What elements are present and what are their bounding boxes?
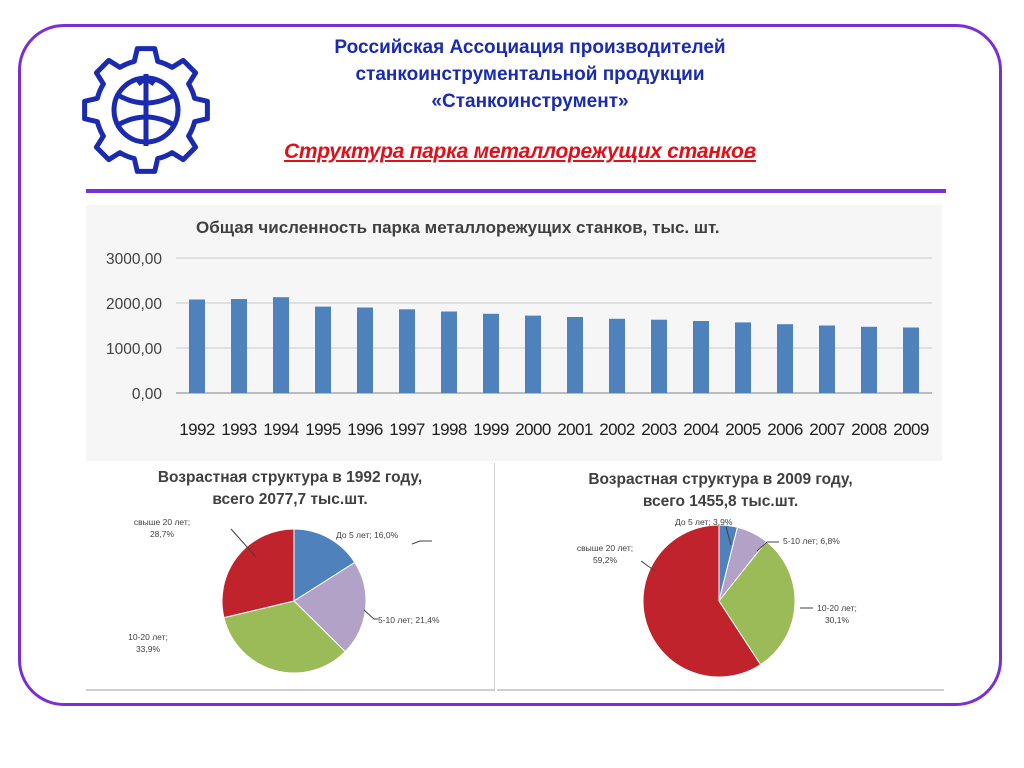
- slide-subtitle: Структура парка металлорежущих станков: [284, 140, 756, 163]
- organization-name: Российская Ассоциация производителей ста…: [240, 34, 820, 115]
- x-tick-label-1998: 1998: [431, 420, 467, 439]
- bar-2004: [693, 321, 709, 393]
- pie-2009-title-line1: Возрастная структура в 2009 году,: [588, 471, 853, 488]
- leader-line: [725, 526, 732, 546]
- pie-1992-label-over20: свыше 20 лет;: [134, 517, 190, 527]
- y-tick-label: 2000,00: [106, 296, 162, 313]
- x-tick-label-2005: 2005: [725, 420, 761, 439]
- bar-2001: [567, 317, 583, 393]
- pie-1992-slice-2: [223, 600, 346, 674]
- x-tick-label-2000: 2000: [515, 420, 551, 439]
- pie-1992-slice-3: [221, 528, 295, 619]
- bar-2007: [819, 325, 835, 393]
- pie-1992-label-5-10: 5-10 лет; 21,4%: [378, 615, 440, 625]
- pie-2009-label-10-20: 10-20 лет;: [817, 603, 857, 613]
- x-tick-label-1997: 1997: [389, 420, 425, 439]
- x-tick-label-2004: 2004: [683, 420, 719, 439]
- pie-1992-title: Возрастная структура в 1992 году, всего …: [86, 467, 494, 511]
- bar-1994: [273, 297, 289, 393]
- leader-line: [640, 560, 656, 572]
- pie-2009-label-under5: До 5 лет; 3,9%: [675, 517, 733, 527]
- pie-2009-slice-3: [642, 524, 762, 678]
- pie-1992-title-line2: всего 2077,7 тыс.шт.: [212, 491, 368, 508]
- leader-line: [411, 540, 432, 545]
- pie-2009-slice-2: [718, 540, 796, 666]
- x-tick-label-1995: 1995: [305, 420, 341, 439]
- x-tick-label-1999: 1999: [473, 420, 509, 439]
- x-tick-label-2006: 2006: [767, 420, 803, 439]
- bar-1998: [441, 311, 457, 393]
- pie-2009-label-5-10: 5-10 лет; 6,8%: [783, 536, 840, 546]
- pie-2009-title: Возрастная структура в 2009 году, всего …: [497, 469, 944, 513]
- org-line-1: Российская Ассоциация производителей: [334, 37, 726, 58]
- bar-chart-panel: Общая численность парка металлорежущих с…: [86, 205, 942, 461]
- pie-1992-title-line1: Возрастная структура в 1992 году,: [157, 469, 423, 486]
- x-tick-label-2002: 2002: [599, 420, 635, 439]
- pie-2009-value-10-20: 30,1%: [825, 615, 850, 625]
- header-divider: [86, 189, 946, 193]
- bar-2009: [903, 327, 919, 393]
- bar-chart-title: Общая численность парка металлорежущих с…: [196, 218, 720, 237]
- x-tick-label-1992: 1992: [179, 420, 215, 439]
- pie-1992-value-10-20: 33,9%: [136, 644, 161, 654]
- x-tick-label-2008: 2008: [851, 420, 887, 439]
- x-tick-label-2003: 2003: [641, 420, 677, 439]
- bar-chart: Общая численность парка металлорежущих с…: [106, 218, 932, 439]
- x-tick-label-2009: 2009: [893, 420, 929, 439]
- pie-1992-value-over20: 28,7%: [150, 529, 175, 539]
- pie-2009-label-over20: свыше 20 лет;: [577, 543, 633, 553]
- pie-1992-slice-1: [293, 561, 367, 653]
- bar-1996: [357, 307, 373, 393]
- x-tick-label-1994: 1994: [263, 420, 299, 439]
- y-tick-label: 1000,00: [106, 341, 162, 358]
- bar-1999: [483, 313, 499, 393]
- bar-1993: [231, 299, 247, 393]
- y-tick-label: 0,00: [132, 386, 163, 403]
- bar-2005: [735, 322, 751, 393]
- bar-1992: [189, 299, 205, 393]
- bar-1997: [399, 309, 415, 393]
- slide-frame: [18, 24, 1002, 706]
- leader-line: [363, 609, 378, 620]
- y-tick-label: 3000,00: [106, 251, 162, 268]
- bar-2008: [861, 326, 877, 393]
- pie-chart-1992: До 5 лет; 16,0% 5-10 лет; 21,4% 10-20 ле…: [128, 517, 440, 674]
- leader-line: [756, 541, 779, 552]
- bar-2002: [609, 318, 625, 394]
- bar-2000: [525, 315, 541, 393]
- gear-logo-icon: [82, 46, 210, 174]
- pie-1992-slice-0: [293, 528, 356, 602]
- pie-2009-value-over20: 59,2%: [593, 555, 618, 565]
- x-tick-label-2001: 2001: [557, 420, 593, 439]
- x-tick-label-1996: 1996: [347, 420, 383, 439]
- pie-1992-label-10-20: 10-20 лет;: [128, 632, 168, 642]
- pie-chart-1992-panel: Возрастная структура в 1992 году, всего …: [86, 463, 495, 691]
- pie-2009-title-line2: всего 1455,8 тыс.шт.: [642, 493, 799, 510]
- pie-chart-2009: До 5 лет; 3,9% 5-10 лет; 6,8% 10-20 лет;…: [577, 517, 857, 678]
- pie-chart-2009-panel: Возрастная структура в 2009 году, всего …: [497, 463, 944, 691]
- org-line-3: «Станкоинструмент»: [431, 91, 629, 112]
- bar-2003: [651, 319, 667, 393]
- x-tick-label-2007: 2007: [809, 420, 845, 439]
- bar-2006: [777, 324, 793, 393]
- leader-line: [230, 528, 257, 558]
- x-tick-label-1993: 1993: [221, 420, 257, 439]
- org-line-2: станкоинструментальной продукции: [355, 64, 705, 85]
- bar-1995: [315, 306, 331, 393]
- pie-1992-label-under5: До 5 лет; 16,0%: [336, 530, 399, 540]
